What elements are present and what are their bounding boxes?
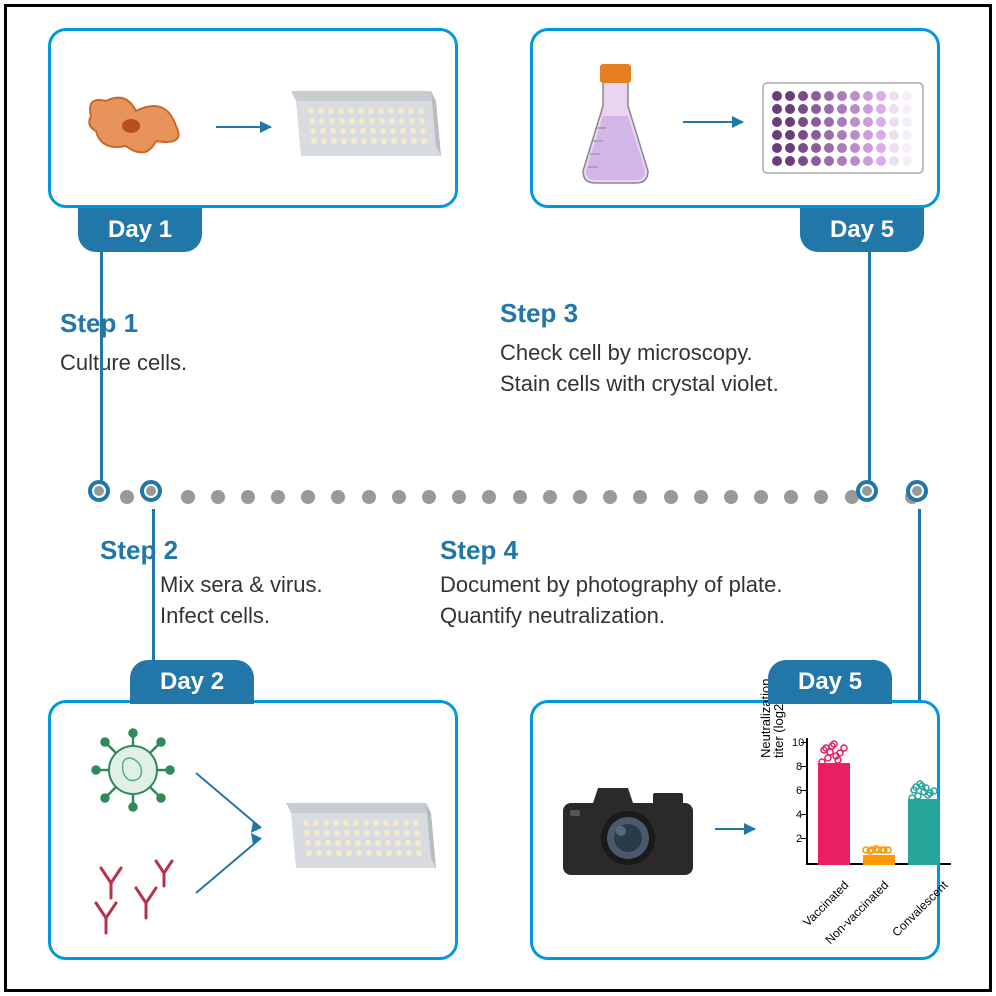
timeline-dot [181, 490, 195, 504]
arrow-icon [216, 126, 271, 128]
panel-day5-bottom: Neutralization titer (log2) 10 8 6 4 2 [530, 700, 940, 960]
plate-icon [291, 86, 446, 171]
step1-text: Culture cells. [60, 348, 187, 379]
stained-plate-icon [761, 81, 926, 176]
step3-line: Stain cells with crystal violet. [500, 369, 779, 400]
virus-icon [81, 723, 186, 818]
timeline-dot [664, 490, 678, 504]
vline [918, 509, 921, 700]
timeline-dot [422, 490, 436, 504]
scatter-points [808, 738, 953, 865]
timeline-node [906, 480, 928, 502]
timeline-dot [241, 490, 255, 504]
vline [868, 247, 871, 481]
timeline-dot [513, 490, 527, 504]
vline [152, 509, 155, 700]
timeline-node [88, 480, 110, 502]
step4-line: Quantify neutralization. [440, 601, 782, 632]
ytick: 2 [796, 833, 802, 845]
xlabel: Convalescent [889, 878, 950, 939]
day5-bottom-tab: Day 5 [768, 660, 892, 704]
ytick: 6 [796, 785, 802, 797]
ytick: 4 [796, 809, 802, 821]
camera-icon [558, 778, 703, 883]
day1-tab: Day 1 [78, 208, 202, 252]
timeline-dot [724, 490, 738, 504]
arrow-icon [715, 828, 755, 830]
timeline-dot [573, 490, 587, 504]
timeline-dot [362, 490, 376, 504]
step4-text: Document by photography of plate. Quanti… [440, 570, 782, 632]
ytick: 10 [792, 737, 804, 749]
step2-title: Step 2 [100, 535, 178, 566]
step3-text: Check cell by microscopy. Stain cells wi… [500, 338, 779, 400]
panel-day1 [48, 28, 458, 208]
day2-tab: Day 2 [130, 660, 254, 704]
panel-day5-top [530, 28, 940, 208]
neutralization-chart: Neutralization titer (log2) 10 8 6 4 2 [768, 728, 958, 958]
step2-line: Infect cells. [160, 601, 323, 632]
timeline-node [140, 480, 162, 502]
step3-line: Check cell by microscopy. [500, 338, 779, 369]
timeline-dot [211, 490, 225, 504]
vline [100, 247, 103, 481]
step2-text: Mix sera & virus. Infect cells. [160, 570, 323, 632]
cell-icon [81, 76, 201, 166]
merge-arrows-icon [191, 763, 276, 903]
timeline-dot [271, 490, 285, 504]
step4-title: Step 4 [440, 535, 518, 566]
timeline-dot [754, 490, 768, 504]
timeline-dot [392, 490, 406, 504]
step4-line: Document by photography of plate. [440, 570, 782, 601]
arrow-icon [683, 121, 743, 123]
plate-icon [286, 798, 441, 883]
step3-title: Step 3 [500, 298, 578, 329]
panel-day2 [48, 700, 458, 960]
chart-ylabel2: titer (log2) [771, 699, 786, 758]
timeline-dot [543, 490, 557, 504]
step2-line: Mix sera & virus. [160, 570, 323, 601]
day5-top-tab: Day 5 [800, 208, 924, 252]
flask-icon [568, 56, 663, 191]
ytick: 8 [796, 761, 802, 773]
antibody-icon [81, 853, 186, 938]
timeline-node [856, 480, 878, 502]
timeline-dot [694, 490, 708, 504]
